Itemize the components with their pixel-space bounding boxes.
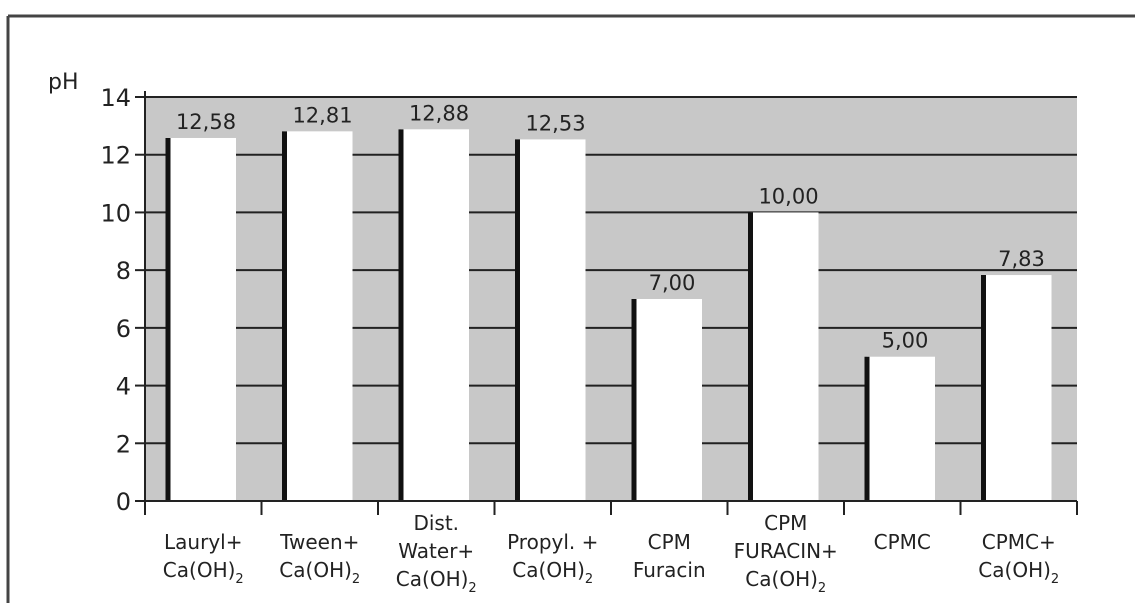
x-tick-label: Propyl. + — [507, 530, 598, 554]
x-tick-label: Ca(OH)2 — [163, 558, 244, 587]
x-tick-label: Dist. — [413, 511, 459, 535]
bar — [284, 131, 353, 501]
data-label: 12,58 — [176, 110, 236, 134]
y-tick-label: 2 — [116, 430, 131, 458]
bar — [517, 139, 586, 502]
x-tick-label: FURACIN+ — [734, 539, 838, 563]
y-tick-label: 4 — [116, 373, 131, 401]
data-labels: 12,58 12,81 12,88 12,53 7,00 10,00 5,00 7,83 — [176, 101, 1045, 352]
x-tick-label: CPM — [648, 530, 691, 554]
bar — [168, 137, 236, 501]
bar — [867, 356, 935, 501]
x-tick-label: Ca(OH)2 — [396, 567, 477, 596]
x-tick-label: Ca(OH)2 — [745, 567, 826, 596]
y-tick-label: 8 — [116, 257, 131, 285]
x-tick-label: Furacin — [633, 558, 706, 582]
x-tick-label: CPM — [764, 511, 807, 535]
x-tick-label: Ca(OH)2 — [978, 558, 1059, 587]
x-tick-label: Ca(OH)2 — [279, 558, 360, 587]
bar — [634, 299, 702, 501]
x-tick-label: Ca(OH)2 — [512, 558, 593, 587]
x-tick-label: Lauryl+ — [164, 530, 242, 554]
x-tick-label: CPMC+ — [982, 530, 1056, 554]
y-tick-label: 14 — [100, 84, 131, 112]
data-label: 12,88 — [409, 101, 469, 125]
data-label: 10,00 — [758, 184, 818, 208]
x-tick-labels: Lauryl+ Ca(OH)2 Tween+ Ca(OH)2 Dist. Water+ Ca… — [144, 501, 1078, 596]
y-tick-labels: 0 2 4 6 8 10 12 14 — [100, 84, 145, 516]
bar — [983, 275, 1052, 501]
data-label: 7,00 — [649, 271, 696, 295]
y-tick-label: 10 — [100, 199, 131, 227]
bar — [401, 129, 469, 501]
y-axis-label: pH — [48, 70, 79, 95]
bar — [750, 212, 819, 501]
data-label: 12,81 — [292, 103, 352, 127]
x-tick-label: Tween+ — [279, 530, 359, 554]
data-label: 5,00 — [882, 329, 929, 353]
x-tick-label: Water+ — [398, 539, 474, 563]
data-label: 12,53 — [525, 111, 585, 135]
y-tick-label: 12 — [100, 142, 131, 170]
bar-layer — [165, 129, 1052, 502]
data-label: 7,83 — [998, 247, 1045, 271]
y-tick-label: 0 — [116, 488, 131, 516]
y-tick-label: 6 — [116, 315, 131, 343]
x-tick-label: CPMC — [874, 530, 931, 554]
